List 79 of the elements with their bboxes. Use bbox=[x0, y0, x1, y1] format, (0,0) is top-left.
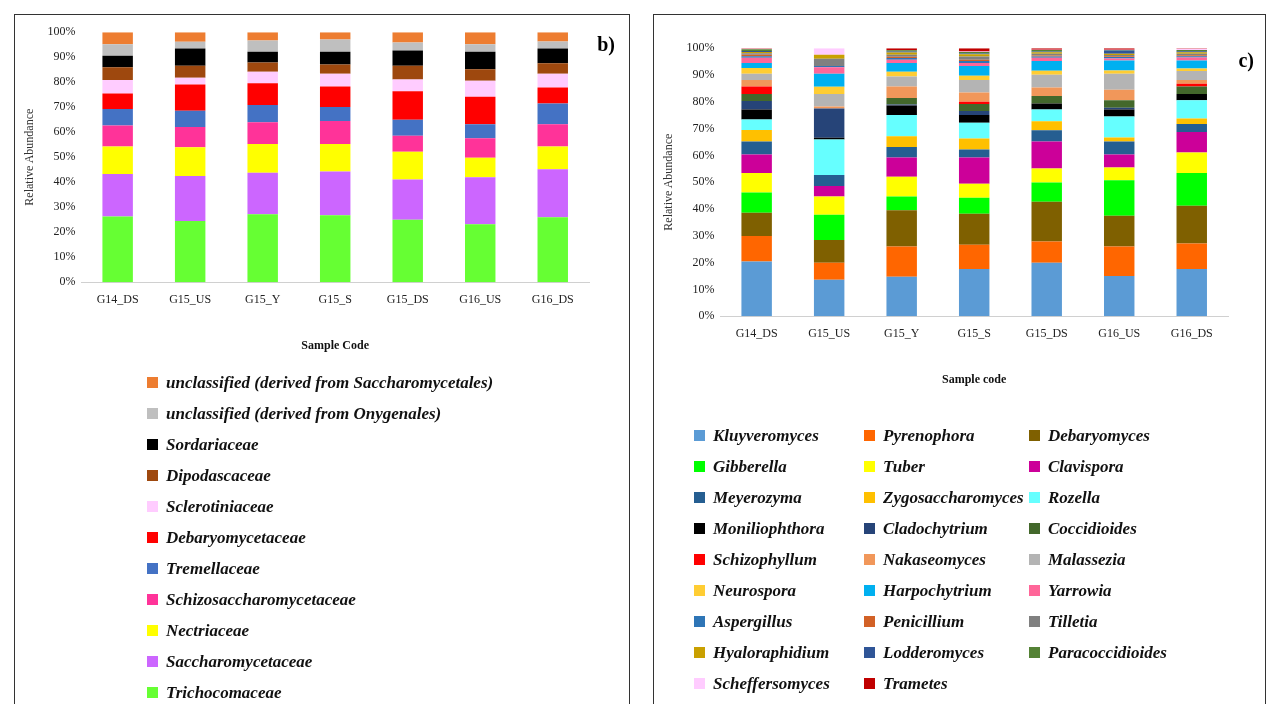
legend-label: unclassified (derived from Saccharomycetales) bbox=[166, 372, 494, 393]
y-axis-title: Relative Abundance bbox=[661, 133, 676, 231]
y-tick-label: 70% bbox=[53, 99, 76, 114]
legend-label: Kluyveromyces bbox=[713, 425, 819, 446]
legend-label: Penicillium bbox=[883, 611, 965, 632]
legend-label: Meyerozyma bbox=[713, 487, 802, 508]
x-tick-label: G16_US bbox=[1098, 325, 1141, 340]
y-tick-label: 60% bbox=[53, 124, 76, 139]
x-tick-label: G15_US bbox=[169, 291, 212, 306]
legend-label: Zygosaccharomyces bbox=[883, 487, 1024, 508]
text: b) bbox=[597, 33, 615, 57]
x-tick-label: G14_DS bbox=[96, 291, 139, 306]
legend-label: Lodderomyces bbox=[883, 642, 985, 663]
x-tick-label: G15_Y bbox=[884, 325, 920, 340]
y-tick-label: 0% bbox=[698, 308, 715, 323]
x-tick-label: G15_Y bbox=[245, 291, 281, 306]
legend-label: Saccharomycetaceae bbox=[166, 651, 313, 672]
y-tick-label: 0% bbox=[59, 274, 76, 289]
x-tick-label: G14_DS bbox=[735, 325, 778, 340]
x-axis-title: Sample Code bbox=[301, 337, 370, 352]
x-tick-label: G16_DS bbox=[1170, 325, 1213, 340]
x-axis-title: Sample code bbox=[942, 371, 1008, 386]
legend-label: Coccidioides bbox=[1048, 518, 1137, 539]
y-tick-label: 50% bbox=[692, 174, 715, 189]
text: c) bbox=[1238, 49, 1254, 73]
x-tick-label: G16_US bbox=[459, 291, 502, 306]
legend-label: Dipodascaceae bbox=[166, 465, 271, 486]
y-tick-label: 100% bbox=[47, 24, 76, 39]
legend-label: Cladochytrium bbox=[883, 518, 988, 539]
legend-label: Aspergillus bbox=[713, 611, 793, 632]
y-tick-label: 60% bbox=[692, 147, 715, 162]
legend-label: Malassezia bbox=[1048, 549, 1126, 570]
legend-label: Schizosaccharomycetaceae bbox=[166, 589, 356, 610]
legend-label: Moniliophthora bbox=[713, 518, 825, 539]
x-tick-label: G15_US bbox=[808, 325, 851, 340]
legend-label: Tremellaceae bbox=[166, 558, 260, 579]
x-tick-label: G15_DS bbox=[1025, 325, 1068, 340]
x-tick-label: G16_DS bbox=[531, 291, 574, 306]
y-axis-title: Relative Abundance bbox=[22, 108, 37, 206]
legend-label: Rozella bbox=[1048, 487, 1100, 508]
x-tick-label: G15_DS bbox=[386, 291, 429, 306]
legend-label: Hyaloraphidium bbox=[713, 642, 830, 663]
legend-label: Sclerotiniaceae bbox=[166, 496, 274, 517]
legend-label: Clavispora bbox=[1048, 456, 1124, 477]
x-tick-label: G15_S bbox=[318, 291, 352, 306]
y-tick-label: 40% bbox=[692, 201, 715, 216]
legend-label: Scheffersomyces bbox=[713, 673, 830, 694]
y-tick-label: 10% bbox=[692, 281, 715, 296]
legend-label: Harpochytrium bbox=[883, 580, 992, 601]
y-tick-label: 90% bbox=[53, 49, 76, 64]
y-tick-label: 70% bbox=[692, 120, 715, 135]
y-tick-label: 80% bbox=[692, 93, 715, 108]
legend-label: Pyrenophora bbox=[883, 425, 975, 446]
legend-label: Paracoccidioides bbox=[1048, 642, 1167, 663]
y-tick-label: 80% bbox=[53, 74, 76, 89]
y-tick-label: 20% bbox=[53, 224, 76, 239]
y-tick-label: 10% bbox=[53, 249, 76, 264]
y-tick-label: 50% bbox=[53, 149, 76, 164]
y-tick-label: 100% bbox=[686, 40, 715, 55]
y-tick-label: 40% bbox=[53, 174, 76, 189]
legend-label: Neurospora bbox=[713, 580, 797, 601]
legend-label: Schizophyllum bbox=[713, 549, 817, 570]
legend-label: Nakaseomyces bbox=[883, 549, 986, 570]
y-tick-label: 30% bbox=[692, 227, 715, 242]
y-tick-label: 30% bbox=[53, 199, 76, 214]
legend-label: Gibberella bbox=[713, 456, 787, 477]
legend-label: Trichocomaceae bbox=[166, 682, 282, 703]
legend-label: Tilletia bbox=[1048, 611, 1098, 632]
legend-label: Tuber bbox=[883, 456, 925, 477]
legend-label: unclassified (derived from Onygenales) bbox=[166, 403, 442, 424]
legend-label: Debaryomycetaceae bbox=[166, 527, 306, 548]
legend-label: Sordariaceae bbox=[166, 434, 259, 455]
legend-label: Debaryomyces bbox=[1048, 425, 1150, 446]
y-tick-label: 90% bbox=[692, 67, 715, 82]
legend-label: Yarrowia bbox=[1048, 580, 1112, 601]
x-tick-label: G15_S bbox=[957, 325, 991, 340]
legend-label: Nectriaceae bbox=[166, 620, 250, 641]
legend-label: Trametes bbox=[883, 673, 948, 694]
y-tick-label: 20% bbox=[692, 254, 715, 269]
